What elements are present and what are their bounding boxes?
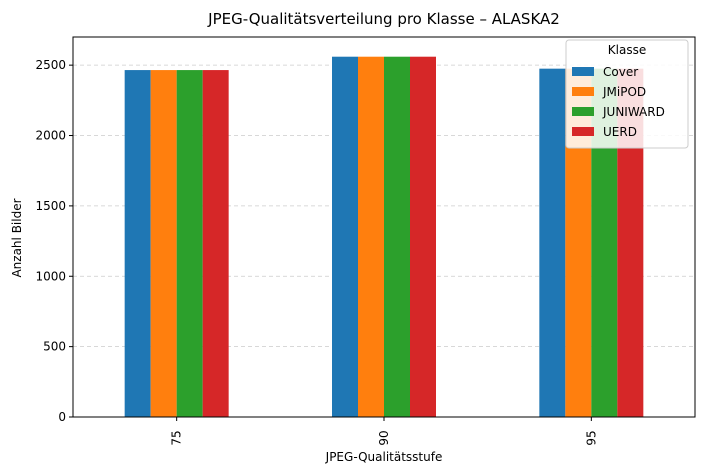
legend-entry: JUNIWARD: [602, 105, 665, 119]
bars: [124, 56, 644, 418]
x-tick-label: 95: [584, 430, 598, 445]
y-tick-label: 1000: [35, 269, 66, 283]
x-axis: 75 90 95: [170, 417, 598, 446]
y-axis: 0 500 1000 1500 2000 2500: [35, 58, 73, 424]
bar: [539, 68, 566, 418]
legend-entry: UERD: [603, 125, 637, 139]
legend-swatch: [572, 127, 594, 136]
legend-swatch: [572, 87, 594, 96]
bar: [202, 70, 229, 418]
bar: [176, 70, 203, 418]
legend-swatch: [572, 107, 594, 116]
legend: Klasse Cover JMiPOD JUNIWARD UERD: [565, 39, 689, 149]
legend-box: [565, 39, 689, 149]
y-tick-label: 0: [58, 410, 66, 424]
y-tick-label: 2500: [35, 58, 66, 72]
legend-swatch: [572, 67, 594, 76]
bar: [384, 56, 410, 417]
bar: [332, 56, 358, 417]
legend-entry: JMiPOD: [602, 85, 646, 99]
legend-title: Klasse: [608, 43, 646, 57]
x-axis-label: JPEG-Qualitätsstufe: [325, 450, 443, 464]
bar: [410, 56, 436, 417]
x-tick-label: 90: [377, 430, 391, 445]
bar: [124, 70, 151, 418]
x-tick-label: 75: [170, 430, 184, 445]
bar: [150, 70, 177, 418]
chart-title: JPEG-Qualitätsverteilung pro Klasse – AL…: [207, 10, 560, 28]
bar: [358, 56, 384, 417]
y-axis-label: Anzahl Bilder: [10, 198, 24, 277]
legend-entry: Cover: [603, 65, 638, 79]
y-tick-label: 1500: [35, 199, 66, 213]
y-tick-label: 2000: [35, 129, 66, 143]
y-tick-label: 500: [43, 340, 66, 354]
